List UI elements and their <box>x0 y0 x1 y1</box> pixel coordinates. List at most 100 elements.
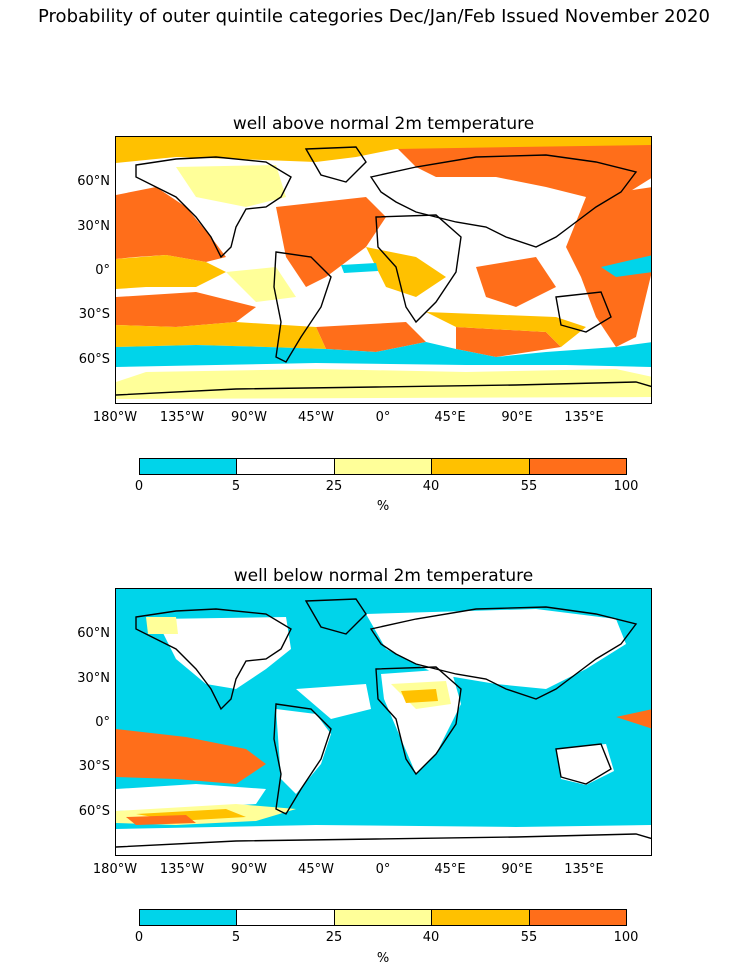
colorbar-above <box>139 458 627 475</box>
region-sindian-gold <box>426 312 586 347</box>
region-yellow-tropics <box>226 267 296 302</box>
xtick-90W-bottom: 90°W <box>231 862 267 877</box>
colorbar-tick-55-top: 55 <box>520 479 538 494</box>
xtick-180W-bottom: 180°W <box>92 862 138 877</box>
region-north-pacific-orange <box>116 187 226 262</box>
region-yellow-antarctic <box>116 369 651 399</box>
colorbar-tick-5-bottom: 5 <box>231 930 241 945</box>
colorbar-segment-25-40 <box>334 459 433 474</box>
coast-europe-asia <box>369 154 638 248</box>
coast-south-america <box>273 251 332 363</box>
region-white-tropical-atlantic <box>296 684 371 719</box>
colorbar-tick-25-top: 25 <box>325 479 343 494</box>
colorbar-unit-top: % <box>376 499 390 514</box>
region-white-south-america <box>276 709 331 794</box>
region-yellow-north-america <box>176 165 286 207</box>
coast-north-america <box>135 156 292 259</box>
xtick-45W-bottom: 45°W <box>298 862 334 877</box>
xtick-0-top: 0° <box>375 410 391 425</box>
figure-title: Probability of outer quintile categories… <box>38 6 710 27</box>
xtick-90W-top: 90°W <box>231 410 267 425</box>
panel-title-above: well above normal 2m temperature <box>232 114 535 134</box>
coast-africa <box>375 214 462 324</box>
colorbar-unit-bottom: % <box>376 951 390 966</box>
region-white-north-america <box>156 617 291 689</box>
region-atlantic-orange <box>276 197 386 287</box>
xtick-135E-top: 135°E <box>564 410 604 425</box>
colorbar2-segment-55-100 <box>529 910 627 925</box>
map-below-normal <box>115 588 652 856</box>
colorbar2-segment-5-25 <box>237 910 335 925</box>
region-white-eurasia <box>366 609 626 689</box>
region-white-antarctic <box>116 825 651 855</box>
map-canvas-above <box>116 137 651 403</box>
colorbar-segment-0-5 <box>140 459 238 474</box>
colorbar-tick-25-bottom: 25 <box>325 930 343 945</box>
map-above-normal <box>115 136 652 404</box>
colorbar-tick-100-top: 100 <box>613 479 639 494</box>
region-south-gold <box>116 322 326 349</box>
ytick-0-top: 0° <box>95 263 110 278</box>
xtick-135E-bottom: 135°E <box>564 862 604 877</box>
coast-greenland-2 <box>304 598 367 635</box>
coast-antarctica-2 <box>116 833 651 848</box>
region-cyan-southern-ocean <box>116 342 651 367</box>
colorbar-segment-40-55 <box>432 459 530 474</box>
region-eurasia-orange <box>396 143 651 197</box>
region-south-indian-orange <box>456 327 561 357</box>
region-south-pacific-orange <box>116 292 256 327</box>
region-orange-east-pacific <box>116 729 266 784</box>
coast-europe-asia-2 <box>369 606 638 700</box>
colorbar-tick-0-top: 0 <box>134 479 144 494</box>
colorbar-tick-40-bottom: 40 <box>422 930 440 945</box>
ytick-0-bottom: 0° <box>95 715 110 730</box>
region-pacific-gold <box>116 255 226 289</box>
region-central-gold <box>366 247 446 297</box>
xtick-135W-bottom: 135°W <box>159 862 205 877</box>
ytick-60N-bottom: 60°N <box>77 626 110 641</box>
region-gold-sahel <box>401 689 438 703</box>
ytick-30N-bottom: 30°N <box>77 671 110 686</box>
colorbar-segment-55-100 <box>529 459 627 474</box>
coast-africa-2 <box>375 666 462 776</box>
xtick-45W-top: 45°W <box>298 410 334 425</box>
region-south-atlantic-orange <box>316 322 426 352</box>
coast-australia-2 <box>555 743 612 785</box>
coast-antarctica <box>116 381 651 396</box>
coast-north-america-2 <box>135 608 292 711</box>
region-cyan-atlantic <box>341 263 378 273</box>
xtick-135W-top: 135°W <box>159 410 205 425</box>
region-north-gold <box>116 137 651 163</box>
region-cyan-east-pacific <box>601 255 651 277</box>
colorbar-tick-40-top: 40 <box>422 479 440 494</box>
coast-australia <box>555 291 612 333</box>
region-yellow-greenland-area <box>146 617 178 634</box>
colorbar-below <box>139 909 627 926</box>
colorbar-segment-5-25 <box>237 459 335 474</box>
panel-title-below: well below normal 2m temperature <box>233 566 534 586</box>
region-orange-south-pacific <box>126 815 196 825</box>
map-canvas-below <box>116 589 651 855</box>
xtick-45E-top: 45°E <box>434 410 466 425</box>
ytick-60S-bottom: 60°S <box>78 804 110 819</box>
xtick-45E-bottom: 45°E <box>434 862 466 877</box>
coast-south-america-2 <box>273 703 332 815</box>
colorbar2-segment-0-5 <box>140 910 238 925</box>
xtick-180W-top: 180°W <box>92 410 138 425</box>
ytick-60N-top: 60°N <box>77 174 110 189</box>
colorbar-tick-5-top: 5 <box>231 479 241 494</box>
xtick-90E-top: 90°E <box>501 410 533 425</box>
colorbar-tick-100-bottom: 100 <box>613 930 639 945</box>
ytick-30S-bottom: 30°S <box>78 759 110 774</box>
ytick-30N-top: 30°N <box>77 219 110 234</box>
ytick-60S-top: 60°S <box>78 352 110 367</box>
xtick-0-bottom: 0° <box>375 862 391 877</box>
colorbar2-segment-40-55 <box>432 910 530 925</box>
region-white-australia <box>556 744 614 785</box>
region-indian-orange <box>476 257 556 307</box>
region-orange-west-edge <box>616 709 651 729</box>
xtick-90E-bottom: 90°E <box>501 862 533 877</box>
region-white-southern-pacific <box>116 784 266 811</box>
ytick-30S-top: 30°S <box>78 307 110 322</box>
colorbar2-segment-25-40 <box>334 910 433 925</box>
